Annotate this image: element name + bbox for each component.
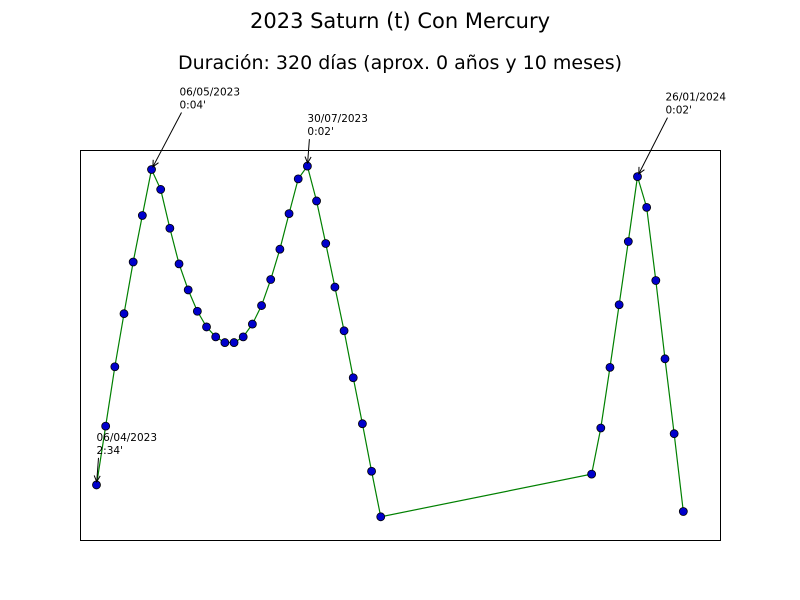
series-line (95, 164, 684, 518)
data-point (348, 373, 358, 383)
data-point (101, 421, 111, 431)
data-point (128, 257, 138, 267)
data-point (623, 237, 633, 246)
annotation-value: 2:34' (97, 445, 123, 457)
data-point (266, 275, 276, 284)
data-point (147, 165, 156, 174)
annotation-arrow (638, 117, 668, 175)
data-point (183, 285, 193, 295)
data-point (156, 185, 166, 194)
annotation-value: 0:04' (180, 100, 206, 112)
data-point (192, 306, 202, 316)
data-point (339, 326, 349, 336)
annotation-arrowhead (638, 166, 645, 175)
annotation-date: 26/01/2024 (666, 92, 727, 104)
data-point (330, 282, 340, 292)
series-layer (92, 161, 688, 522)
data-point (596, 423, 606, 433)
data-point (275, 244, 285, 254)
data-point (165, 223, 175, 233)
data-point (137, 211, 147, 220)
data-point (587, 469, 597, 479)
data-point (220, 338, 230, 347)
chart-subtitle: Duración: 320 días (aprox. 0 años y 10 m… (178, 52, 622, 74)
data-point (211, 332, 221, 342)
annotation-arrowhead (93, 475, 101, 484)
data-point (202, 322, 211, 332)
data-point (284, 209, 294, 219)
annotation-arrow (152, 112, 182, 168)
annotation-arrowhead (304, 156, 312, 165)
data-point (293, 174, 303, 184)
data-point (678, 507, 688, 516)
annotation-value: 0:02' (307, 126, 333, 138)
data-point (174, 259, 184, 269)
data-point (660, 354, 670, 364)
chart-title: 2023 Saturn (t) Con Mercury (250, 9, 550, 33)
data-point (110, 362, 120, 372)
data-point (257, 301, 266, 310)
annotation-arrow (307, 139, 310, 164)
data-point (605, 362, 615, 372)
data-point (238, 332, 248, 342)
data-point (312, 196, 321, 206)
data-point (367, 466, 376, 476)
annotation-arrowhead (152, 159, 159, 168)
annotation-date: 06/04/2023 (97, 432, 158, 444)
annotation-date: 30/07/2023 (307, 113, 368, 125)
data-point (321, 239, 331, 248)
data-point (376, 512, 386, 522)
data-point (358, 419, 367, 429)
data-point (614, 300, 624, 310)
data-point (651, 276, 661, 285)
data-point (229, 338, 239, 347)
plot-frame (80, 150, 721, 541)
data-point (119, 309, 129, 319)
annotation-value: 0:02' (666, 105, 692, 117)
data-point (247, 319, 257, 329)
data-point (669, 429, 679, 439)
data-point (633, 172, 642, 182)
annotation-date: 06/05/2023 (180, 87, 241, 99)
data-point (642, 202, 652, 212)
annotation-arrow (96, 457, 99, 482)
